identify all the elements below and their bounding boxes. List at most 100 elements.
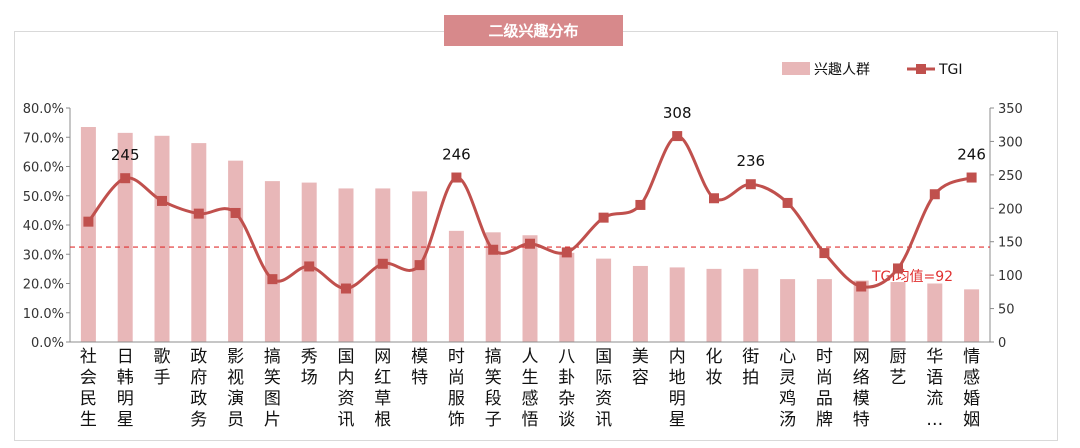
bar-12 — [522, 235, 538, 342]
tgi-point-18 — [745, 179, 756, 190]
bar-0 — [80, 127, 96, 342]
legend-line-marker — [916, 64, 926, 74]
x-tick-17: 化妆 — [706, 347, 723, 388]
y-left-tick-6: 60.0% — [23, 161, 64, 176]
x-tick-10: 时尚服饰 — [448, 347, 465, 430]
bar-5 — [264, 181, 280, 342]
x-tick-15: 美容 — [632, 347, 649, 388]
tgi-point-24 — [966, 172, 977, 183]
tgi-data-label-16: 308 — [663, 104, 692, 122]
legend-bar-label: 兴趣人群 — [814, 62, 870, 78]
x-tick-9: 模特 — [411, 347, 428, 388]
tgi-point-11 — [488, 244, 499, 255]
x-tick-11: 搞笑段子 — [485, 347, 502, 430]
tgi-point-23 — [929, 189, 940, 200]
y-right-tick-3: 150 — [998, 236, 1023, 251]
tgi-point-0 — [83, 216, 94, 227]
bar-10 — [448, 230, 464, 342]
tgi-point-8 — [377, 258, 388, 269]
tgi-point-12 — [525, 238, 535, 249]
bar-18 — [743, 268, 759, 342]
x-tick-1: 日韩明星 — [117, 347, 134, 430]
y-right-tick-7: 350 — [998, 102, 1023, 117]
x-tick-0: 社会民生 — [80, 347, 97, 430]
tgi-average-label: TGI均值=92 — [871, 269, 953, 285]
x-tick-13: 八卦杂谈 — [558, 347, 575, 430]
y-left-tick-4: 40.0% — [23, 219, 64, 234]
tgi-point-22 — [893, 263, 903, 274]
x-tick-16: 内地明星 — [669, 347, 686, 430]
x-tick-2: 歌手 — [154, 347, 171, 388]
tgi-data-label-1: 245 — [111, 146, 140, 164]
x-tick-21: 网络模特 — [853, 347, 870, 430]
tgi-point-13 — [561, 247, 572, 258]
tgi-point-9 — [414, 260, 425, 271]
y-right-tick-4: 200 — [998, 202, 1023, 217]
chart-title: 二级兴趣分布 — [444, 15, 623, 46]
x-tick-20: 时尚品牌 — [816, 347, 833, 430]
bar-1 — [117, 132, 133, 342]
bar-13 — [559, 252, 575, 342]
x-tick-24: 情感婚姻 — [963, 347, 980, 430]
tgi-data-label-24: 246 — [957, 146, 986, 164]
bar-4 — [228, 160, 244, 342]
bar-22 — [890, 282, 906, 342]
x-tick-6: 秀场 — [301, 347, 318, 388]
legend-bar-swatch — [782, 62, 810, 75]
tgi-point-1 — [120, 173, 131, 184]
legend-line-label: TGI — [938, 62, 963, 78]
tgi-point-3 — [193, 208, 204, 219]
bar-14 — [596, 258, 612, 342]
tgi-data-label-18: 236 — [736, 152, 765, 170]
x-tick-14: 国际资讯 — [595, 347, 612, 430]
x-tick-22: 厨艺 — [890, 347, 907, 388]
tgi-point-21 — [856, 281, 867, 292]
bar-3 — [191, 143, 207, 342]
tgi-point-17 — [709, 193, 719, 204]
y-left-tick-7: 70.0% — [23, 131, 64, 146]
y-left-tick-8: 80.0% — [23, 102, 64, 117]
tgi-point-7 — [341, 283, 351, 294]
bar-11 — [485, 232, 501, 342]
tgi-point-15 — [635, 199, 646, 210]
bar-19 — [780, 279, 796, 342]
tgi-data-label-10: 246 — [442, 146, 471, 164]
tgi-point-16 — [672, 131, 683, 142]
x-tick-12: 人生感悟 — [522, 347, 539, 430]
x-tick-3: 政府政务 — [190, 347, 207, 430]
y-left-tick-3: 30.0% — [23, 248, 64, 263]
tgi-point-10 — [451, 172, 462, 183]
tgi-point-5 — [267, 274, 278, 285]
tgi-point-6 — [304, 261, 315, 272]
x-tick-4: 影视演员 — [227, 347, 244, 430]
x-tick-18: 街拍 — [742, 347, 759, 388]
tgi-point-19 — [782, 197, 793, 208]
y-left-tick-1: 10.0% — [23, 307, 64, 322]
y-right-tick-6: 300 — [998, 135, 1023, 150]
x-tick-8: 网红草根 — [374, 347, 391, 430]
x-tick-5: 搞笑图片 — [264, 347, 281, 430]
bar-16 — [669, 267, 685, 342]
y-right-tick-1: 50 — [998, 303, 1015, 318]
x-tick-23: 华语流… — [926, 347, 943, 430]
y-right-tick-0: 0 — [998, 336, 1006, 351]
bar-21 — [853, 280, 869, 342]
tgi-point-4 — [230, 207, 241, 218]
x-tick-19: 心灵鸡汤 — [779, 347, 796, 430]
x-tick-7: 国内资讯 — [338, 347, 355, 430]
y-right-tick-5: 250 — [998, 169, 1023, 184]
bar-17 — [706, 268, 722, 342]
bar-2 — [154, 135, 170, 342]
tgi-point-2 — [157, 195, 167, 206]
tgi-point-20 — [819, 248, 830, 259]
bar-23 — [927, 283, 943, 342]
y-right-tick-2: 100 — [998, 269, 1023, 284]
y-left-tick-2: 20.0% — [23, 278, 64, 293]
bar-15 — [632, 265, 648, 342]
y-left-tick-5: 50.0% — [23, 190, 64, 205]
bar-20 — [816, 279, 832, 342]
bar-24 — [964, 289, 980, 342]
y-left-tick-0: 0.0% — [31, 336, 64, 351]
bar-7 — [338, 188, 354, 342]
